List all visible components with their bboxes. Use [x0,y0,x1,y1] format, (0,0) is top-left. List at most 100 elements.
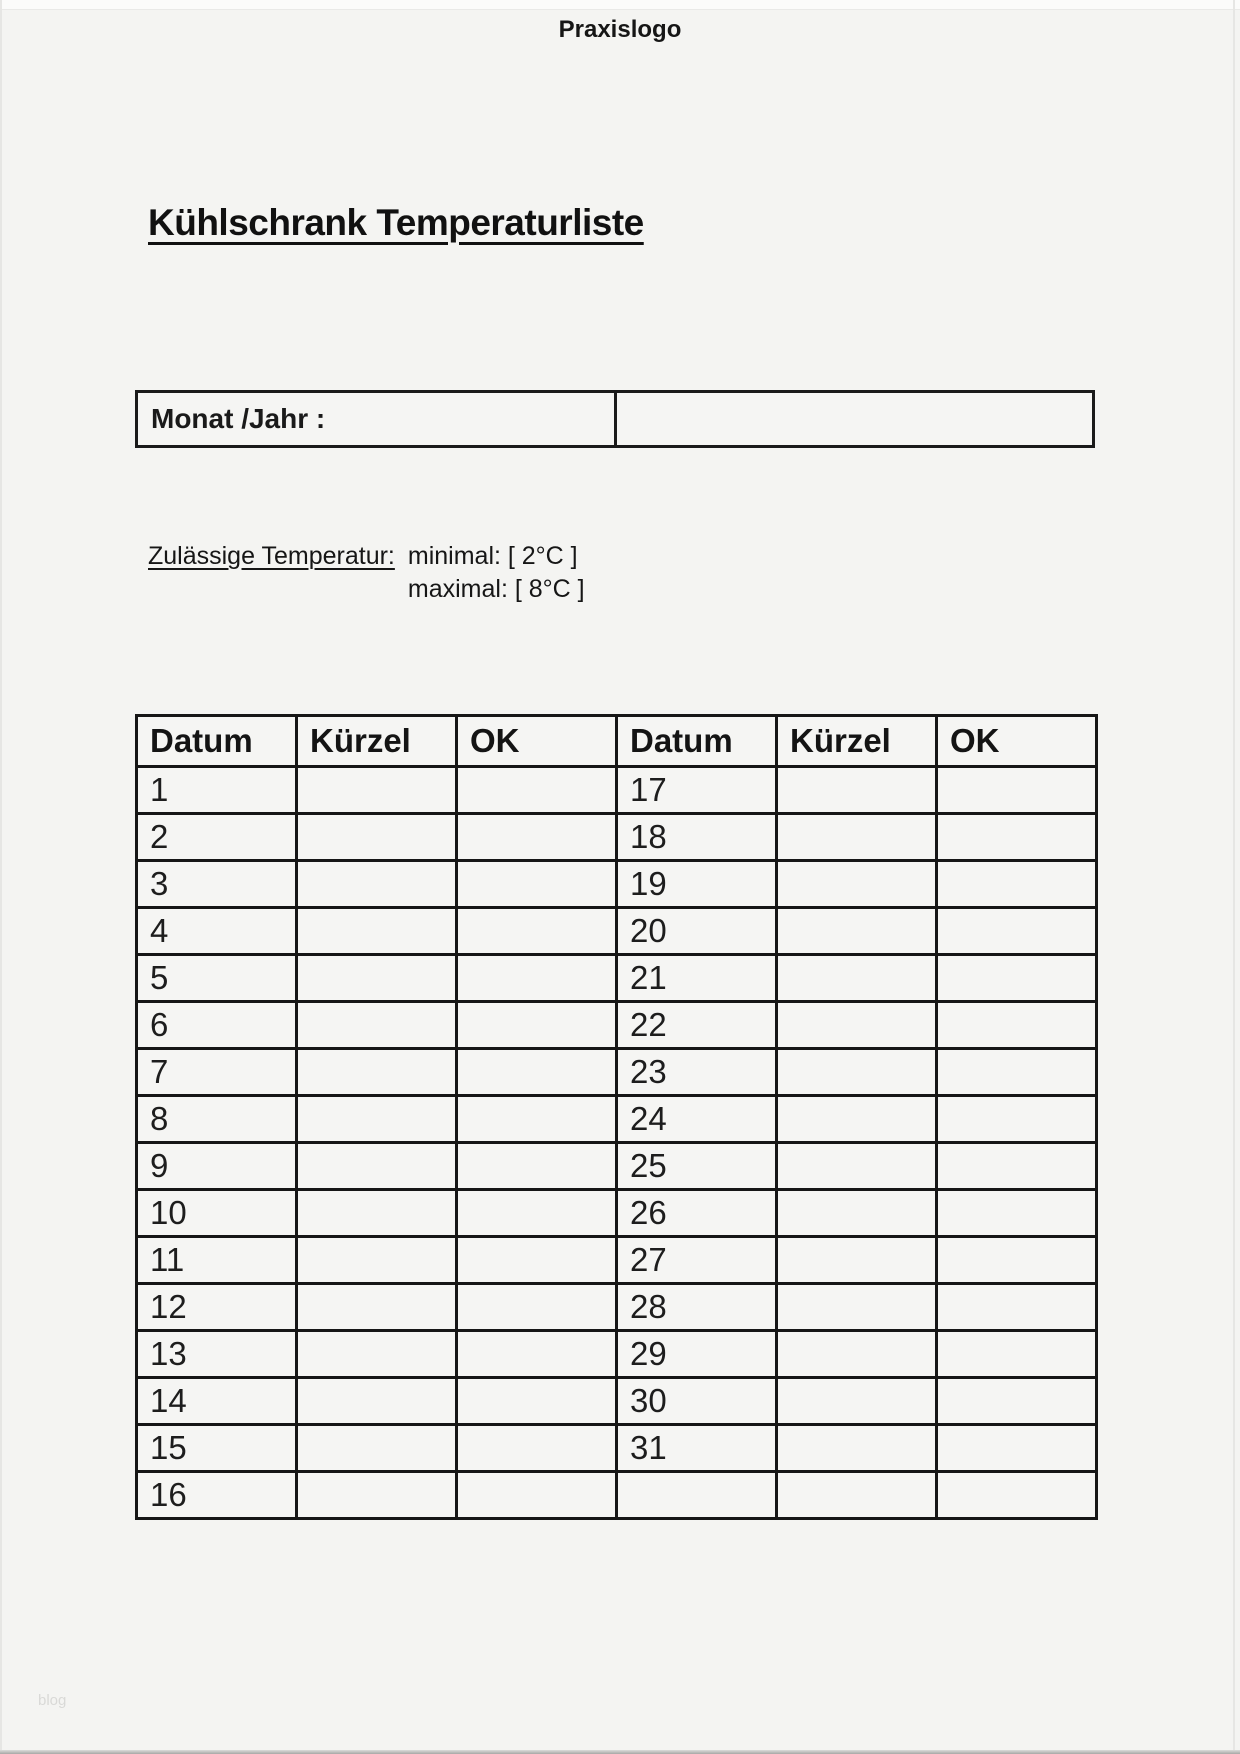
ok-cell-right [935,1188,1098,1238]
date-cell-left: 13 [135,1329,298,1379]
kurzel-cell-right [775,1235,938,1285]
ok-cell-right [935,1423,1098,1473]
kurzel-cell-right [775,1376,938,1426]
ok-cell-left [455,1470,618,1520]
ok-cell-right [935,1094,1098,1144]
kurzel-cell-left [295,765,458,815]
date-cell-left: 10 [135,1188,298,1238]
table-row: 12 28 [135,1282,1098,1332]
ok-cell-right [935,1329,1098,1379]
kurzel-cell-right [775,812,938,862]
date-cell-right: 24 [615,1094,778,1144]
ok-cell-left [455,765,618,815]
date-cell-right: 22 [615,1000,778,1050]
ok-cell-left [455,1282,618,1332]
scan-right-edge [1233,0,1235,1754]
kurzel-cell-right [775,859,938,909]
date-cell-left: 6 [135,1000,298,1050]
kurzel-cell-left [295,953,458,1003]
kurzel-cell-left [295,1470,458,1520]
date-cell-right: 28 [615,1282,778,1332]
kurzel-cell-left [295,1329,458,1379]
allowed-temperature-label: Zulässige Temperatur: [148,542,395,570]
date-cell-left: 5 [135,953,298,1003]
kurzel-cell-left [295,1141,458,1191]
kurzel-cell-left [295,1094,458,1144]
month-year-label: Monat /Jahr : [138,393,617,445]
kurzel-cell-right [775,1329,938,1379]
temperature-table-body: 1 17 2 18 3 19 4 20 5 21 6 22 7 23 8 24 9 25 10 26 11 27 12 28 1… [135,765,1098,1520]
kurzel-cell-right [775,1423,938,1473]
ok-cell-right [935,1470,1098,1520]
month-year-box: Monat /Jahr : [135,390,1095,448]
date-cell-right: 25 [615,1141,778,1191]
ok-cell-left [455,1047,618,1097]
date-cell-right: 19 [615,859,778,909]
column-header-datum-left: Datum [135,714,298,768]
column-header-krzel-left: Kürzel [295,714,458,768]
ok-cell-left [455,1329,618,1379]
kurzel-cell-right [775,1094,938,1144]
table-header-row: Datum Kürzel OK Datum Kürzel OK [135,714,1098,768]
ok-cell-right [935,812,1098,862]
date-cell-right: 30 [615,1376,778,1426]
kurzel-cell-right [775,1000,938,1050]
ok-cell-left [455,1141,618,1191]
kurzel-cell-left [295,906,458,956]
ok-cell-right [935,1141,1098,1191]
date-cell-left: 7 [135,1047,298,1097]
temperature-log-table: Datum Kürzel OK Datum Kürzel OK 1 17 2 18 3 19 4 20 5… [135,714,1098,1520]
kurzel-cell-right [775,1188,938,1238]
table-row: 1 17 [135,765,1098,815]
table-row: 2 18 [135,812,1098,862]
kurzel-cell-right [775,953,938,1003]
ok-cell-right [935,765,1098,815]
table-row: 13 29 [135,1329,1098,1379]
date-cell-right: 21 [615,953,778,1003]
ok-cell-right [935,1000,1098,1050]
ok-cell-right [935,1282,1098,1332]
maximal-temperature-value: maximal: [ 8°C ] [407,575,585,603]
table-row: 9 25 [135,1141,1098,1191]
date-cell-right: 23 [615,1047,778,1097]
date-cell-right: 17 [615,765,778,815]
table-row: 3 19 [135,859,1098,909]
date-cell-left: 9 [135,1141,298,1191]
date-cell-left: 11 [135,1235,298,1285]
kurzel-cell-left [295,1376,458,1426]
ok-cell-left [455,1000,618,1050]
kurzel-cell-right [775,1282,938,1332]
ok-cell-right [935,906,1098,956]
column-header-krzel-right: Kürzel [775,714,938,768]
page-title: Kühlschrank Temperaturliste [148,202,644,243]
ok-cell-left [455,1376,618,1426]
date-cell-right: 20 [615,906,778,956]
date-cell-left: 1 [135,765,298,815]
ok-cell-left [455,859,618,909]
ok-cell-right [935,1376,1098,1426]
date-cell-left: 2 [135,812,298,862]
kurzel-cell-left [295,812,458,862]
practice-logo-placeholder: Praxislogo [558,16,682,43]
ok-cell-left [455,812,618,862]
table-row: 4 20 [135,906,1098,956]
kurzel-cell-right [775,1470,938,1520]
column-header-datum-right: Datum [615,714,778,768]
kurzel-cell-left [295,1235,458,1285]
date-cell-left: 16 [135,1470,298,1520]
kurzel-cell-right [775,765,938,815]
date-cell-right [615,1470,778,1520]
ok-cell-left [455,906,618,956]
table-row: 15 31 [135,1423,1098,1473]
ok-cell-right [935,1047,1098,1097]
kurzel-cell-right [775,906,938,956]
scan-bottom-edge [0,1750,1240,1754]
table-row: 10 26 [135,1188,1098,1238]
date-cell-right: 27 [615,1235,778,1285]
table-row: 5 21 [135,953,1098,1003]
kurzel-cell-left [295,1000,458,1050]
ok-cell-left [455,1188,618,1238]
ok-cell-right [935,859,1098,909]
ok-cell-left [455,1423,618,1473]
date-cell-left: 14 [135,1376,298,1426]
